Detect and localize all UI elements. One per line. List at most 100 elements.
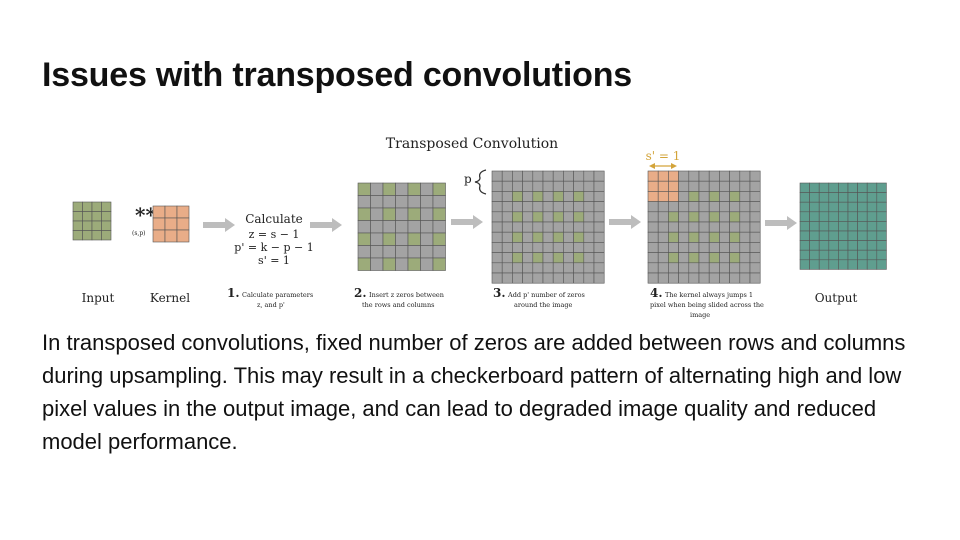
step-2-caption: 2. Insert z zeros between the rows and c… <box>354 286 444 309</box>
grid-cell <box>876 221 887 232</box>
grid-cell <box>799 192 810 203</box>
grid-cell <box>678 231 690 243</box>
grid-cell <box>532 201 544 213</box>
grid-cell <box>512 231 523 243</box>
flow-arrows <box>203 215 797 232</box>
grid-cell <box>491 252 503 264</box>
grid-cell <box>729 170 741 182</box>
step-2-line-1: Insert z zeros between <box>369 291 444 299</box>
grid-cell <box>512 180 523 192</box>
grid-cell <box>357 207 371 221</box>
grid-cell <box>749 262 761 274</box>
grid-cell <box>552 180 564 192</box>
grid-cell <box>708 221 720 233</box>
grid-cell <box>857 221 868 232</box>
grid-cell <box>512 242 523 253</box>
padding-brace <box>474 169 487 195</box>
grid-cell <box>432 257 446 271</box>
grid-cell <box>809 259 820 270</box>
flow-arrow <box>451 215 483 229</box>
grid-cell <box>382 232 396 246</box>
grid-cell <box>647 231 659 243</box>
grid-cell <box>698 201 710 213</box>
grid-cell <box>657 191 669 202</box>
grid-cell <box>522 272 534 284</box>
grid-cell <box>501 242 513 253</box>
grid-cell <box>552 242 564 253</box>
grid-cell <box>593 211 605 223</box>
grid-cell <box>176 205 190 219</box>
grid-cell <box>818 192 830 203</box>
grid-cell <box>176 229 190 243</box>
grid-cell <box>739 191 751 202</box>
grid-cell <box>542 201 554 213</box>
grid-cell <box>708 242 720 253</box>
grid-cell <box>678 262 690 274</box>
grid-cell <box>729 211 741 223</box>
grid-cell <box>522 221 534 233</box>
grid-cell <box>91 211 102 222</box>
grid-cell <box>583 221 595 233</box>
grid-cell <box>382 182 396 196</box>
output-grid <box>799 182 887 270</box>
grid-cell <box>573 221 585 233</box>
grid-cell <box>573 231 585 243</box>
grid-cell <box>688 211 700 223</box>
grid-cell <box>799 249 810 261</box>
grid-cell <box>647 201 659 213</box>
grid-cell <box>501 211 513 223</box>
grid-cell <box>847 259 858 270</box>
transposed-convolution-diagram: Transposed Convolution ** (s,p) Calculat… <box>60 126 900 326</box>
operator-subscript: (s,p) <box>132 230 146 237</box>
params-line-3: s' = 1 <box>258 254 290 267</box>
grid-cell <box>91 220 102 231</box>
grid-cell <box>708 211 720 223</box>
grid-cell <box>552 221 564 233</box>
grid-cell <box>407 220 421 234</box>
grid-cell <box>818 221 830 232</box>
grid-cell <box>370 195 384 209</box>
grid-cell <box>542 170 554 182</box>
grid-cell <box>407 195 421 209</box>
grid-cell <box>828 192 839 203</box>
grid-cell <box>876 240 887 251</box>
grid-cell <box>164 229 178 243</box>
grid-cell <box>542 191 554 202</box>
grid-cell <box>809 211 820 222</box>
grid-cell <box>532 252 544 264</box>
grid-cell <box>698 180 710 192</box>
grid-cell <box>593 191 605 202</box>
grid-cell <box>678 272 690 284</box>
diagram-svg: Transposed Convolution ** (s,p) Calculat… <box>72 136 887 319</box>
params-line-2: p' = k − p − 1 <box>234 241 313 254</box>
grid-cell <box>749 170 761 182</box>
grid-cell <box>799 182 810 193</box>
grid-cell <box>407 257 421 271</box>
grid-cell <box>512 170 523 182</box>
grid-cell <box>838 182 849 193</box>
grid-cell <box>573 201 585 213</box>
grid-cell <box>818 201 830 213</box>
grid-cell <box>749 252 761 264</box>
operator-symbol: ** <box>135 203 156 227</box>
grid-cell <box>176 217 190 231</box>
grid-cell <box>809 192 820 203</box>
grid-cell <box>370 207 384 221</box>
grid-cell <box>668 201 679 213</box>
grid-cell <box>542 180 554 192</box>
grid-cell <box>857 249 868 261</box>
grid-cell <box>729 262 741 274</box>
grid-cell <box>876 259 887 270</box>
grid-cell <box>657 252 669 264</box>
grid-cell <box>838 230 849 241</box>
grid-cell <box>395 232 409 246</box>
grid-cell <box>719 252 730 264</box>
grid-cell <box>698 272 710 284</box>
grid-cell <box>583 170 595 182</box>
grid-cell <box>698 191 710 202</box>
grid-cell <box>828 182 839 193</box>
grid-cell <box>152 205 166 219</box>
grid-cell <box>491 170 503 182</box>
grid-cell <box>698 231 710 243</box>
grid-cell <box>729 180 741 192</box>
